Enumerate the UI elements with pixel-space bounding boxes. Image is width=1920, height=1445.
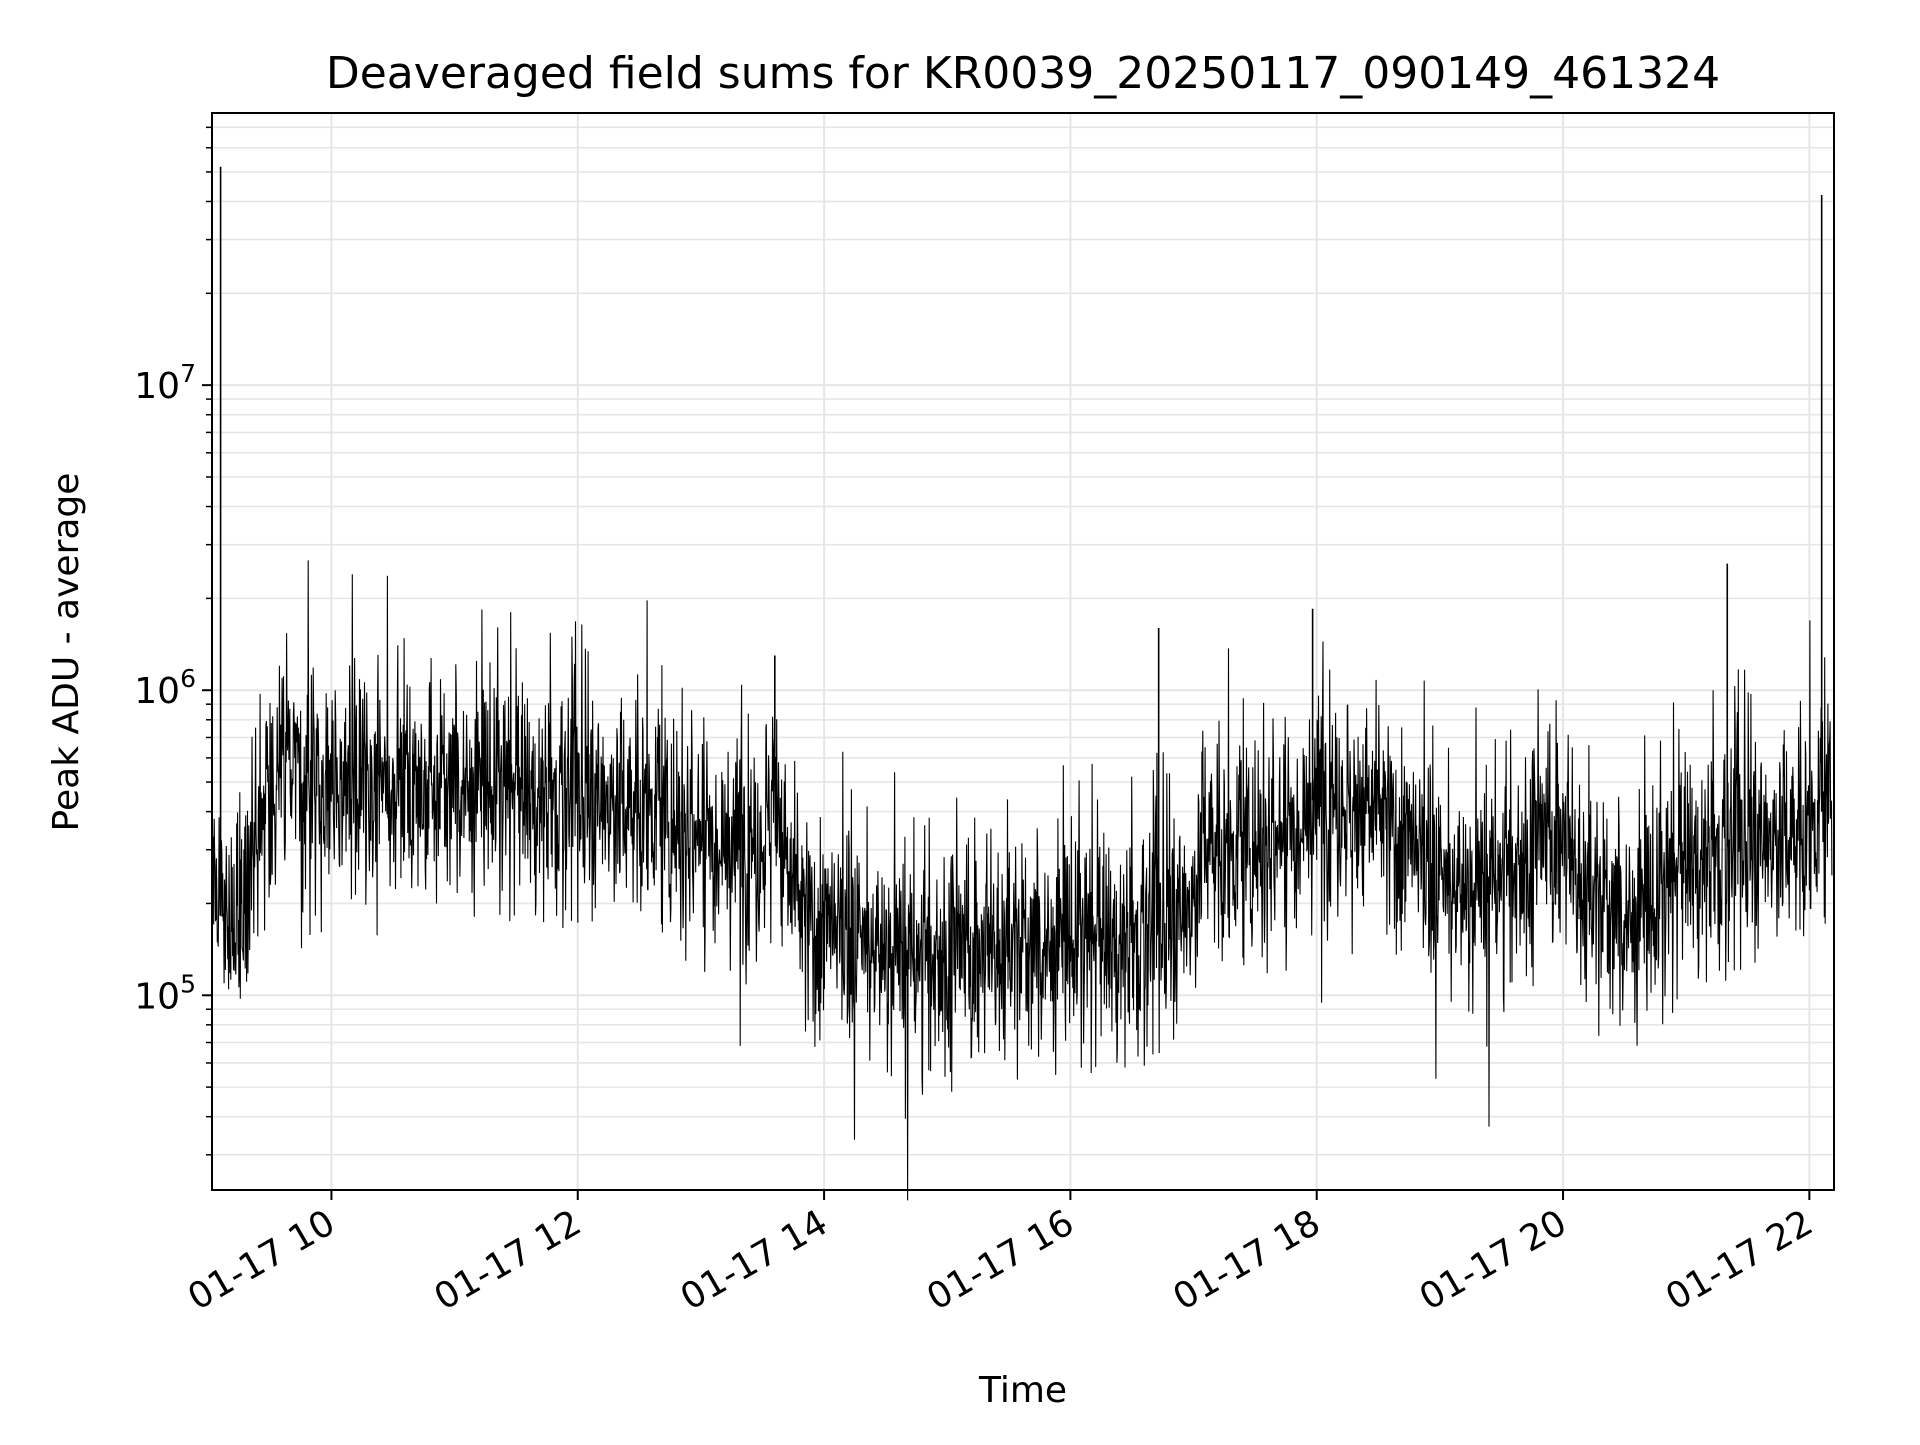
plot-frame xyxy=(211,112,1835,1191)
data-series-group xyxy=(211,166,1833,1201)
grid-lines xyxy=(212,113,1834,1190)
series-line xyxy=(211,560,1833,1201)
y-tick-label: 107 xyxy=(134,359,196,407)
y-tick-label: 106 xyxy=(134,664,196,712)
x-axis-label: Time xyxy=(978,1370,1067,1411)
y-axis-ticks: 105 106 107 xyxy=(134,126,212,1156)
chart-title: Deaveraged field sums for KR0039_2025011… xyxy=(326,48,1720,99)
y-tick-label: 105 xyxy=(134,969,196,1017)
y-axis-label: Peak ADU - average xyxy=(46,473,87,832)
plot-area-background xyxy=(212,113,1834,1190)
